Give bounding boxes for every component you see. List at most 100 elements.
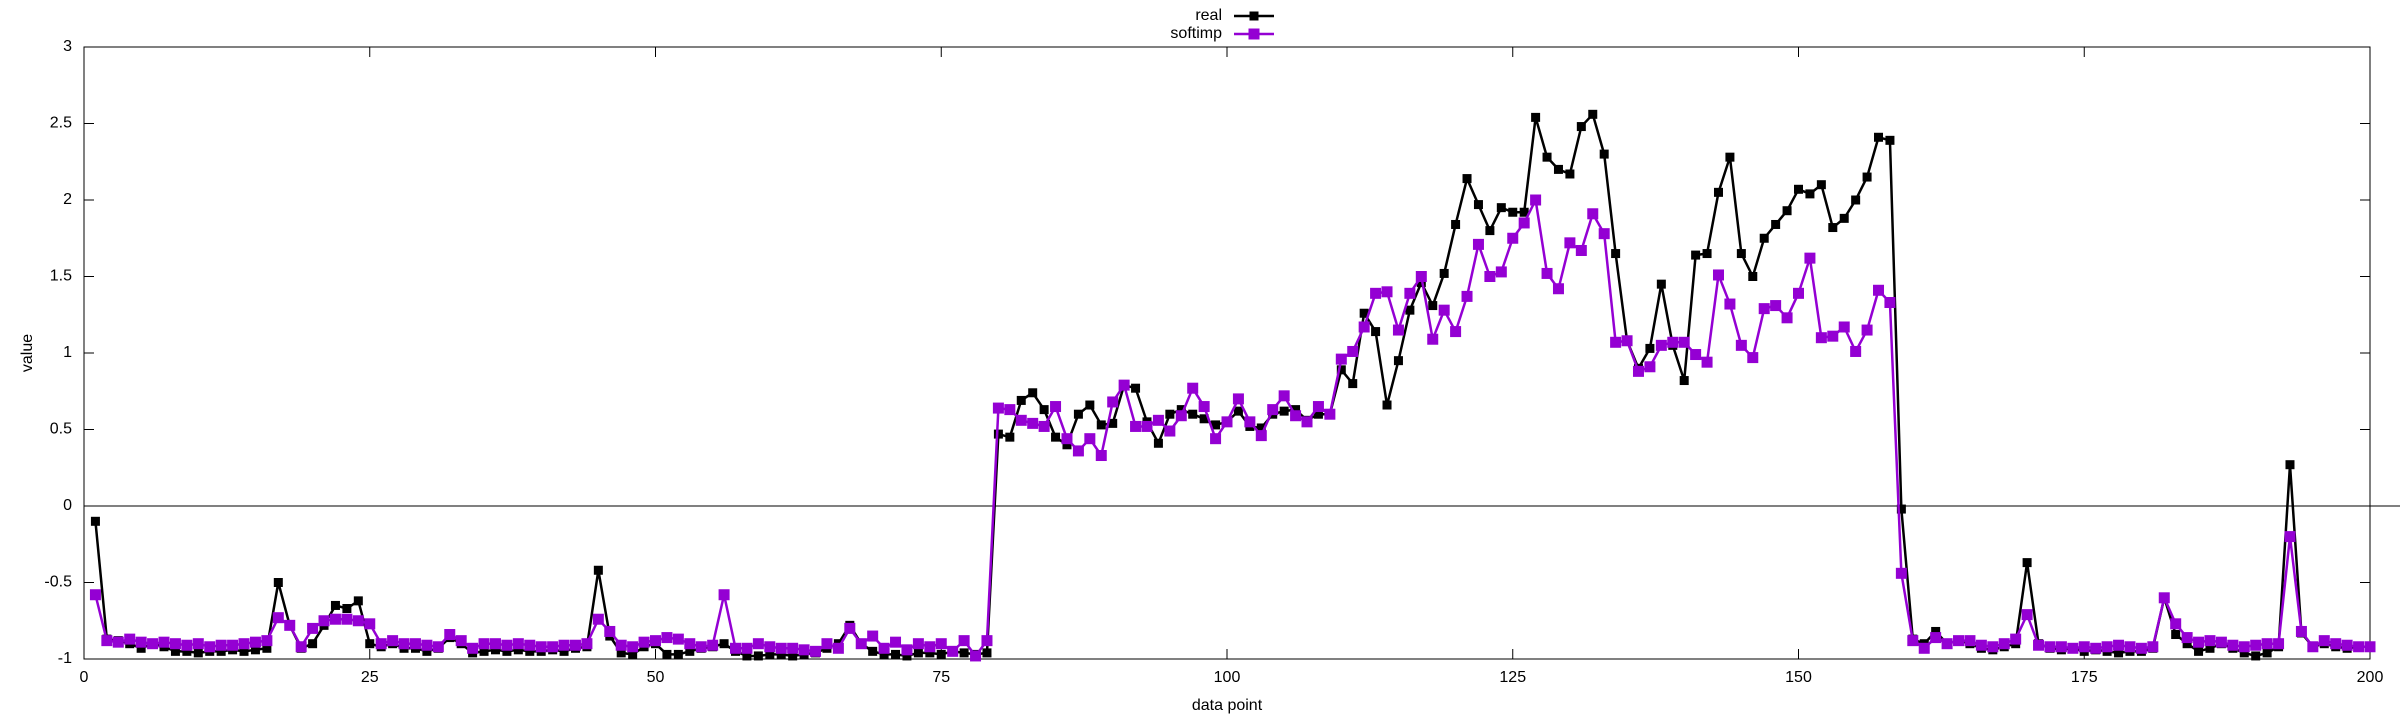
data-point xyxy=(581,638,593,650)
data-point xyxy=(455,635,467,647)
data-point xyxy=(1610,336,1622,348)
data-point xyxy=(1519,207,1529,217)
data-point xyxy=(981,635,993,647)
data-point xyxy=(2090,642,2102,654)
data-point xyxy=(2033,639,2045,651)
data-point xyxy=(1645,343,1655,353)
data-point xyxy=(112,636,124,648)
data-point xyxy=(661,632,673,644)
data-point xyxy=(1815,332,1827,344)
data-point xyxy=(821,638,833,650)
data-point xyxy=(1518,217,1530,229)
data-point xyxy=(1816,180,1826,190)
data-point xyxy=(1838,321,1850,333)
data-point xyxy=(1895,567,1907,579)
data-point xyxy=(1324,408,1336,420)
data-point xyxy=(1507,232,1519,244)
data-point xyxy=(775,642,787,654)
data-point xyxy=(90,516,100,526)
data-point xyxy=(1713,187,1723,197)
data-point xyxy=(1427,333,1439,345)
data-point xyxy=(1392,324,1404,336)
data-point xyxy=(1472,238,1484,250)
y-tick-label: 2 xyxy=(63,191,72,208)
data-point xyxy=(2307,641,2319,653)
data-point xyxy=(1930,632,1942,644)
data-point xyxy=(2205,643,2215,653)
data-point xyxy=(1565,169,1575,179)
data-point xyxy=(2364,641,2376,653)
data-point xyxy=(1884,297,1896,309)
data-point xyxy=(1051,432,1061,442)
data-point xyxy=(1176,405,1186,415)
legend-marker xyxy=(1248,28,1260,40)
data-point xyxy=(409,638,421,650)
data-point xyxy=(329,613,341,625)
data-point xyxy=(1941,638,1953,650)
data-point xyxy=(2262,648,2272,658)
data-point xyxy=(147,638,159,650)
data-point xyxy=(1301,416,1313,428)
data-point xyxy=(1438,304,1450,316)
data-point xyxy=(1702,249,1712,259)
data-point xyxy=(364,618,376,630)
data-point xyxy=(788,651,798,661)
data-point xyxy=(502,646,512,656)
data-point xyxy=(1759,233,1769,243)
data-point xyxy=(1141,420,1153,432)
data-point xyxy=(239,646,249,656)
data-point xyxy=(1439,268,1449,278)
data-point xyxy=(719,639,729,649)
data-point xyxy=(489,638,501,650)
data-point xyxy=(764,641,776,653)
data-point xyxy=(1450,326,1462,338)
data-point xyxy=(1495,266,1507,278)
data-point xyxy=(478,638,490,650)
data-point xyxy=(2273,638,2285,650)
data-point xyxy=(1130,420,1142,432)
data-point xyxy=(924,641,936,653)
data-point xyxy=(1233,406,1243,416)
data-point xyxy=(1255,430,1267,442)
data-point xyxy=(1679,376,1689,386)
data-point xyxy=(1701,356,1713,368)
data-point xyxy=(193,648,203,658)
data-point xyxy=(2285,460,2295,470)
data-point xyxy=(765,649,775,659)
data-point xyxy=(1370,287,1382,299)
data-point xyxy=(1907,635,1919,647)
data-point xyxy=(1221,416,1233,428)
data-point xyxy=(547,641,559,653)
series-line xyxy=(94,198,2370,658)
data-point xyxy=(2022,558,2032,568)
data-point xyxy=(1153,438,1163,448)
data-point xyxy=(1975,639,1987,651)
data-point xyxy=(1405,305,1415,315)
data-point xyxy=(685,646,695,656)
x-tick-label: 125 xyxy=(1499,669,1526,686)
data-point xyxy=(947,645,959,657)
x-tick-label: 0 xyxy=(80,669,89,686)
data-point xyxy=(422,646,432,656)
data-point xyxy=(308,639,318,649)
data-point xyxy=(1564,237,1576,249)
data-point xyxy=(958,635,970,647)
data-point xyxy=(1530,194,1542,206)
data-point xyxy=(1712,269,1724,281)
data-point xyxy=(1531,112,1541,122)
data-point xyxy=(1862,172,1872,182)
data-point xyxy=(616,648,626,658)
data-point xyxy=(204,641,216,653)
data-point xyxy=(1039,405,1049,415)
data-point xyxy=(2124,641,2136,653)
data-point xyxy=(1072,445,1084,457)
x-tick-label: 25 xyxy=(361,669,379,686)
data-point xyxy=(238,638,250,650)
data-point xyxy=(1771,219,1781,229)
data-point xyxy=(2181,632,2193,644)
data-point xyxy=(342,604,352,614)
data-point xyxy=(993,429,1003,439)
data-point xyxy=(1290,410,1302,422)
x-tick-label: 75 xyxy=(932,669,950,686)
